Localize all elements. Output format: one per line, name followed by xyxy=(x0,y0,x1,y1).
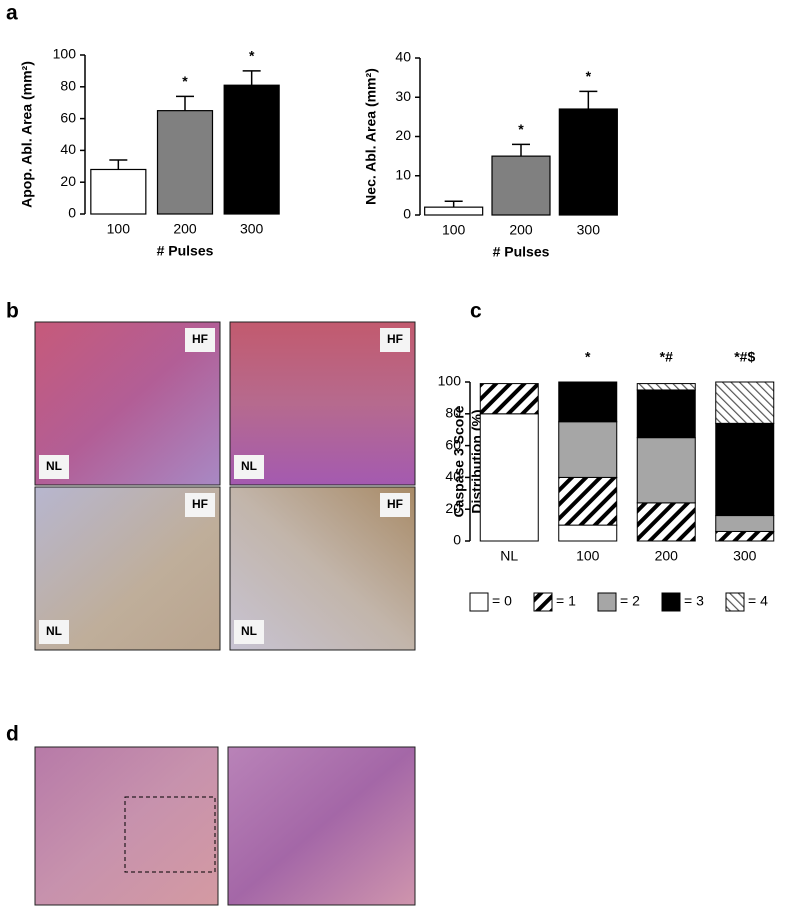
legend-label: = 1 xyxy=(556,593,576,609)
significance-mark: * xyxy=(585,349,591,365)
bar xyxy=(223,84,280,215)
x-axis-label: # Pulses xyxy=(493,244,550,260)
bar-segment xyxy=(558,381,618,423)
legend-label: = 2 xyxy=(620,593,640,609)
bar-segment xyxy=(636,502,696,542)
significance-mark: * xyxy=(518,121,524,137)
zoom-box xyxy=(124,796,216,873)
bar-segment xyxy=(715,515,775,532)
x-tick-label: NL xyxy=(500,548,518,564)
legend-swatch xyxy=(597,592,617,612)
label-box xyxy=(380,328,410,352)
y-tick-label: 20 xyxy=(445,500,461,516)
bar xyxy=(90,168,147,215)
y-tick-label: 0 xyxy=(453,532,461,548)
micrograph-label: NL xyxy=(241,624,257,638)
micrograph-label: NL xyxy=(241,459,257,473)
significance-mark: * xyxy=(586,68,592,84)
y-tick-label: 40 xyxy=(445,468,461,484)
bar xyxy=(156,110,214,215)
x-tick-label: 100 xyxy=(442,222,466,238)
panel-label: b xyxy=(6,300,19,323)
legend-swatch xyxy=(469,592,489,612)
significance-mark: * xyxy=(182,73,188,89)
bar-segment xyxy=(715,422,775,517)
y-axis-label: Nec. Abl. Area (mm²) xyxy=(363,68,379,205)
legend-label: = 3 xyxy=(684,593,704,609)
x-tick-label: 200 xyxy=(173,221,197,237)
micrograph-label: NL xyxy=(46,624,62,638)
x-tick-label: 300 xyxy=(577,222,601,238)
y-tick-label: 10 xyxy=(395,166,411,182)
micrographs xyxy=(34,321,416,906)
label-box xyxy=(380,493,410,517)
significance-mark: *# xyxy=(660,349,673,365)
bar-segment xyxy=(558,476,618,526)
micrograph-label: HF xyxy=(192,332,208,346)
y-axis-label: Apop. Abl. Area (mm²) xyxy=(19,61,35,208)
y-tick-label: 0 xyxy=(403,206,411,222)
panel-label: d xyxy=(6,723,19,746)
y-tick-label: 40 xyxy=(60,141,76,157)
bar xyxy=(491,155,551,216)
micrograph-label: HF xyxy=(192,497,208,511)
legend-label: = 4 xyxy=(748,593,768,609)
bar-segment xyxy=(636,389,696,439)
y-tick-label: 40 xyxy=(395,49,411,65)
label-box xyxy=(185,328,215,352)
x-tick-label: 300 xyxy=(240,221,264,237)
bar-segment xyxy=(715,530,775,542)
y-tick-label: 60 xyxy=(60,109,76,125)
y-tick-label: 80 xyxy=(60,78,76,94)
micrograph xyxy=(227,746,416,906)
panel-label: a xyxy=(6,2,18,25)
bar-segment xyxy=(558,524,618,542)
y-tick-label: 100 xyxy=(438,373,462,389)
x-axis-label: # Pulses xyxy=(157,243,214,259)
x-tick-label: 100 xyxy=(576,548,600,564)
x-tick-label: 200 xyxy=(509,222,533,238)
micrograph-label: NL xyxy=(46,459,62,473)
bar xyxy=(558,108,618,216)
label-box xyxy=(185,493,215,517)
bar-segment xyxy=(479,383,539,415)
y-axis-label: Caspase 3 Score xyxy=(451,405,467,517)
x-tick-label: 300 xyxy=(733,548,757,564)
label-box xyxy=(39,620,69,644)
label-box xyxy=(234,455,264,479)
y-tick-label: 80 xyxy=(445,405,461,421)
bar-segment xyxy=(636,437,696,504)
micrograph-label: HF xyxy=(387,497,403,511)
significance-mark: * xyxy=(249,48,255,64)
significance-mark: *#$ xyxy=(734,349,755,365)
y-tick-label: 0 xyxy=(68,205,76,221)
micrograph-label: HF xyxy=(387,332,403,346)
y-tick-label: 60 xyxy=(445,436,461,452)
bar-segment xyxy=(715,381,775,424)
x-tick-label: 100 xyxy=(107,221,131,237)
bar xyxy=(424,206,484,216)
legend-swatch xyxy=(533,592,553,612)
panel-label: c xyxy=(470,300,482,323)
bar-segment xyxy=(558,421,618,478)
y-tick-label: 100 xyxy=(53,46,77,62)
bar-segment xyxy=(479,413,539,542)
legend-label: = 0 xyxy=(492,593,512,609)
micrograph xyxy=(34,746,219,906)
x-tick-label: 200 xyxy=(655,548,679,564)
label-box xyxy=(39,455,69,479)
y-tick-label: 20 xyxy=(395,127,411,143)
label-box xyxy=(234,620,264,644)
y-tick-label: 20 xyxy=(60,173,76,189)
bar-segment xyxy=(636,383,696,391)
y-tick-label: 30 xyxy=(395,88,411,104)
legend-swatch xyxy=(725,592,745,612)
legend-swatch xyxy=(661,592,681,612)
